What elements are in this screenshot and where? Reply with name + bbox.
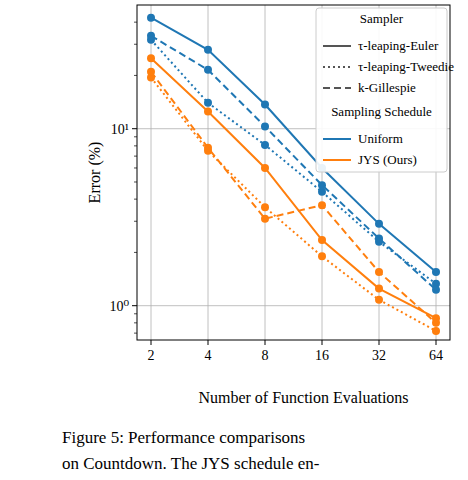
x-tick (208, 340, 209, 345)
series-line (151, 77, 436, 331)
series-marker (432, 327, 440, 335)
legend-label: τ-leaping-Euler (358, 38, 439, 53)
x-tick-label: 64 (429, 348, 443, 363)
y-axis-label: Error (%) (86, 142, 104, 204)
series-marker (318, 201, 326, 209)
y-tick-label: 10⁰ (109, 299, 129, 314)
x-tick (265, 340, 266, 345)
series-marker (318, 252, 326, 260)
series-marker (318, 236, 326, 244)
series-marker (261, 122, 269, 130)
legend-title: Sampler (360, 11, 404, 26)
series-marker (204, 99, 212, 107)
series-marker (261, 203, 269, 211)
x-grid-line (208, 5, 209, 340)
series-marker (147, 14, 155, 22)
legend-label: Uniform (358, 131, 403, 146)
series-marker (432, 268, 440, 276)
series-marker (147, 32, 155, 40)
series-marker (375, 268, 383, 276)
legend-swatch (323, 138, 351, 140)
series-marker (432, 319, 440, 327)
series-marker (432, 286, 440, 294)
series-marker (147, 68, 155, 76)
legend-swatch (323, 87, 351, 89)
legend-swatch (323, 159, 351, 161)
caption: on Countdown. The JYS schedule en- (62, 454, 320, 473)
x-tick-label: 16 (315, 348, 329, 363)
x-tick-label: 8 (262, 348, 269, 363)
series-line (151, 72, 436, 323)
series-marker (261, 164, 269, 172)
plot-frame (137, 5, 450, 340)
series-marker (261, 215, 269, 223)
x-tick (322, 340, 323, 345)
series-marker (261, 101, 269, 109)
y-tick (132, 305, 137, 306)
y-tick (132, 128, 137, 129)
caption: Figure 5: Performance comparisons (62, 428, 305, 447)
x-axis-label: Number of Function Evaluations (198, 389, 408, 406)
legend-swatch (323, 45, 351, 47)
x-tick (379, 340, 380, 345)
x-grid-line (265, 5, 266, 340)
series-marker (375, 285, 383, 293)
series-marker (204, 46, 212, 54)
x-tick-label: 32 (372, 348, 386, 363)
series-marker (204, 108, 212, 116)
legend-label: τ-leaping-Tweedie (358, 59, 454, 74)
y-tick-label: 10¹ (111, 122, 129, 137)
series-marker (147, 54, 155, 62)
legend-label: k-Gillespie (358, 80, 416, 95)
x-tick-label: 4 (205, 348, 212, 363)
series-marker (375, 220, 383, 228)
series-marker (204, 144, 212, 152)
series-marker (318, 181, 326, 189)
x-tick (436, 340, 437, 345)
series-marker (375, 296, 383, 304)
legend-label: JYS (Ours) (358, 152, 417, 167)
x-tick-label: 2 (148, 348, 155, 363)
legend-box (316, 8, 447, 172)
series-marker (261, 141, 269, 149)
chart: 10⁰ 10¹ 2 4 8 16 32 64 Number of Function Evalua… (0, 0, 468, 480)
legend-title: Sampling Schedule (331, 104, 432, 119)
legend-swatch (323, 66, 351, 68)
x-tick (151, 340, 152, 345)
series-marker (375, 234, 383, 242)
y-grid-line (137, 305, 450, 306)
series-marker (204, 66, 212, 74)
